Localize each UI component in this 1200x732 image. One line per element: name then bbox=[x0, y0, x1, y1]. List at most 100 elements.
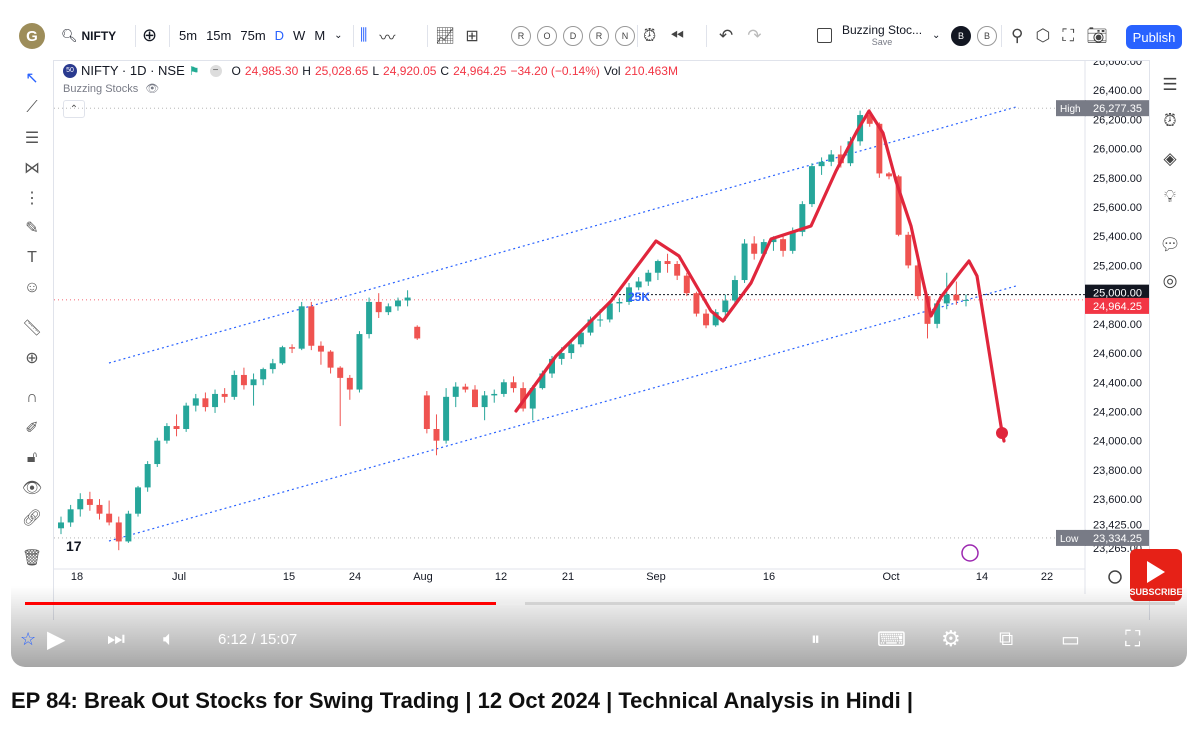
vol-value: 210.463M bbox=[624, 63, 678, 78]
candle-body bbox=[414, 326, 421, 339]
progress-bar[interactable] bbox=[25, 602, 1175, 605]
settings-icon[interactable]: ⬡ bbox=[1035, 25, 1051, 45]
link-icon[interactable]: 🔗︎ bbox=[21, 510, 43, 527]
pause-icon[interactable]: ⏸︎ bbox=[811, 628, 820, 649]
play-icon[interactable]: ▶ bbox=[47, 625, 66, 653]
theater-icon[interactable]: ▭ bbox=[1061, 628, 1080, 651]
letter-o[interactable]: O bbox=[537, 25, 557, 46]
alert-replay-group: ⏰︎ ⏪︎ bbox=[643, 11, 684, 60]
candle-body bbox=[866, 115, 873, 124]
candle-body bbox=[144, 464, 151, 488]
letter-d[interactable]: D bbox=[563, 25, 583, 46]
letter-b[interactable]: B bbox=[977, 25, 997, 46]
cursor-icon[interactable]: ↖ bbox=[25, 70, 39, 87]
channel-upper-line[interactable] bbox=[108, 106, 1017, 364]
fullscreen-icon[interactable]: ⛶ bbox=[1125, 626, 1141, 651]
next-icon[interactable]: ⏭︎ bbox=[107, 627, 125, 650]
star-icon[interactable]: ☆ bbox=[20, 628, 37, 649]
stream-icon[interactable]: ◎ bbox=[1162, 271, 1178, 290]
zoom-in-icon[interactable]: ⊕ bbox=[25, 350, 39, 367]
subscribe-badge[interactable]: SUBSCRIBE bbox=[1130, 549, 1183, 601]
miniplayer-icon[interactable]: ⧉ bbox=[999, 627, 1014, 650]
interval-m[interactable]: M bbox=[314, 28, 326, 43]
letter-r2[interactable]: R bbox=[589, 25, 609, 46]
layout-selector[interactable]: Buzzing Stoc... Save ⌄ bbox=[817, 11, 940, 60]
indicator-name[interactable]: Buzzing Stocks bbox=[63, 83, 139, 95]
channel-lower-line[interactable] bbox=[108, 285, 1017, 542]
candle-body bbox=[520, 388, 527, 409]
ideas-icon[interactable]: 💡︎ bbox=[1164, 187, 1176, 206]
lock-icon[interactable]: 🔓︎ bbox=[26, 449, 38, 466]
undo-icon[interactable]: ↶ bbox=[719, 25, 734, 45]
subtitles-icon[interactable]: ⌨ bbox=[877, 628, 906, 651]
hand-drawn-projection[interactable] bbox=[514, 109, 1006, 443]
eye-icon[interactable]: 👁︎ bbox=[145, 83, 160, 95]
magnet-icon[interactable]: ∩ bbox=[26, 389, 38, 406]
settings-icon[interactable]: ⚙ bbox=[941, 626, 961, 651]
pattern-icon[interactable]: ⋈ bbox=[24, 160, 40, 177]
publish-button[interactable]: Publish bbox=[1126, 25, 1182, 49]
lightning-icon[interactable] bbox=[961, 544, 979, 562]
video-title[interactable]: EP 84: Break Out Stocks for Swing Tradin… bbox=[11, 688, 913, 713]
interval-5m[interactable]: 5m bbox=[179, 28, 198, 43]
eye-icon[interactable]: 👁︎ bbox=[21, 480, 43, 497]
candle-body bbox=[654, 261, 661, 273]
legend-symbol[interactable]: NIFTY · 1D · NSE bbox=[81, 63, 185, 78]
candle-body bbox=[327, 351, 334, 368]
line-chart-icon[interactable]: 〰 bbox=[379, 29, 396, 47]
indicator-legend: Buzzing Stocks 👁︎ bbox=[63, 82, 159, 95]
candle-body bbox=[356, 334, 363, 390]
x-tick-label: 16 bbox=[763, 571, 775, 583]
symbol-search[interactable]: 🔍︎ NIFTY bbox=[61, 11, 116, 60]
trendline-icon[interactable]: ⟋ bbox=[26, 99, 38, 116]
candle-body bbox=[231, 374, 238, 397]
price-chart[interactable]: 26,600.0026,400.0026,200.0026,000.0025,8… bbox=[11, 11, 1187, 621]
candle-body bbox=[703, 313, 710, 326]
candle-body bbox=[741, 243, 748, 281]
templates-icon[interactable]: ⊞ bbox=[465, 27, 479, 45]
interval-w[interactable]: W bbox=[293, 28, 306, 43]
profile-avatar[interactable]: G bbox=[19, 23, 45, 49]
redo-icon[interactable]: ↷ bbox=[747, 25, 762, 45]
chat-icon[interactable]: 💬︎ bbox=[1159, 235, 1181, 254]
candles-icon[interactable]: ⫼ bbox=[360, 26, 368, 44]
x-tick-label: 18 bbox=[71, 571, 83, 583]
candle-body bbox=[173, 426, 180, 429]
volume-icon[interactable]: 🔈︎ bbox=[163, 627, 175, 650]
watchlist-icon[interactable]: ☰ bbox=[1162, 75, 1178, 94]
interval-d[interactable]: D bbox=[274, 28, 285, 43]
text-icon[interactable]: T bbox=[27, 249, 37, 266]
candle-body bbox=[577, 332, 584, 345]
letter-n[interactable]: N bbox=[615, 25, 635, 46]
interval-75m[interactable]: 75m bbox=[240, 28, 266, 43]
interval-15m[interactable]: 15m bbox=[206, 28, 232, 43]
alert-icon[interactable]: ⏰︎ bbox=[643, 25, 657, 45]
ruler-icon[interactable]: 📏︎ bbox=[21, 320, 43, 337]
emoji-icon[interactable]: ☺ bbox=[23, 279, 41, 296]
replay-icon[interactable]: ⏪︎ bbox=[670, 25, 684, 45]
trash-icon[interactable]: 🗑︎ bbox=[21, 550, 43, 567]
fullscreen-icon[interactable]: ⛶ bbox=[1062, 25, 1075, 45]
open-label: O bbox=[231, 63, 241, 78]
chevron-down-icon[interactable]: ⌄ bbox=[334, 30, 343, 41]
letter-b-filled[interactable]: B bbox=[951, 25, 971, 46]
alarm-icon[interactable]: ⏰︎ bbox=[1163, 111, 1177, 130]
fib-icon[interactable]: ⋮ bbox=[24, 190, 40, 207]
camera-icon[interactable]: 📷︎ bbox=[1086, 25, 1108, 45]
high-value: 26,277.35 bbox=[1093, 103, 1142, 115]
axis-settings-icon[interactable] bbox=[1108, 570, 1122, 584]
quick-search-icon[interactable]: ⚲ bbox=[1011, 25, 1024, 45]
layers-icon[interactable]: ◈ bbox=[1163, 149, 1177, 168]
collapse-legend-button[interactable]: ⌃ bbox=[63, 100, 85, 118]
horizontal-lines-icon[interactable]: ☰ bbox=[24, 130, 40, 147]
video-player[interactable]: 26,600.00 26,400.00 26,200.00 26,000.00 25,8… bbox=[11, 11, 1187, 667]
add-symbol-icon[interactable]: ⊕ bbox=[142, 25, 158, 45]
letter-r[interactable]: R bbox=[511, 25, 531, 46]
chevron-down-icon[interactable]: ⌄ bbox=[932, 30, 941, 41]
indicators-icon[interactable]: 📈︎ bbox=[435, 27, 456, 45]
brush-icon[interactable]: ✎ bbox=[25, 220, 39, 237]
lock-drawing-icon[interactable]: ✐ bbox=[25, 420, 39, 437]
player-controls: ☆ ▶ ⏭︎ 🔈︎ 6:12 / 15:07 ⏸︎ ⌨ ⚙ ⧉ ▭ ⛶ bbox=[11, 616, 1187, 661]
minus-icon[interactable]: − bbox=[209, 64, 222, 77]
time-display: 6:12 / 15:07 bbox=[218, 630, 298, 648]
